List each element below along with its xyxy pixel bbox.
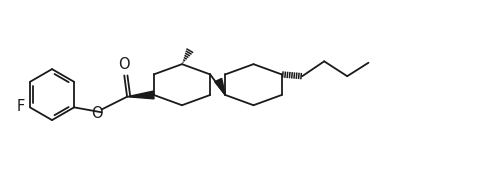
Text: O: O — [119, 57, 130, 72]
Polygon shape — [127, 91, 154, 99]
Text: O: O — [91, 106, 103, 121]
Polygon shape — [215, 78, 225, 95]
Text: F: F — [16, 99, 24, 114]
